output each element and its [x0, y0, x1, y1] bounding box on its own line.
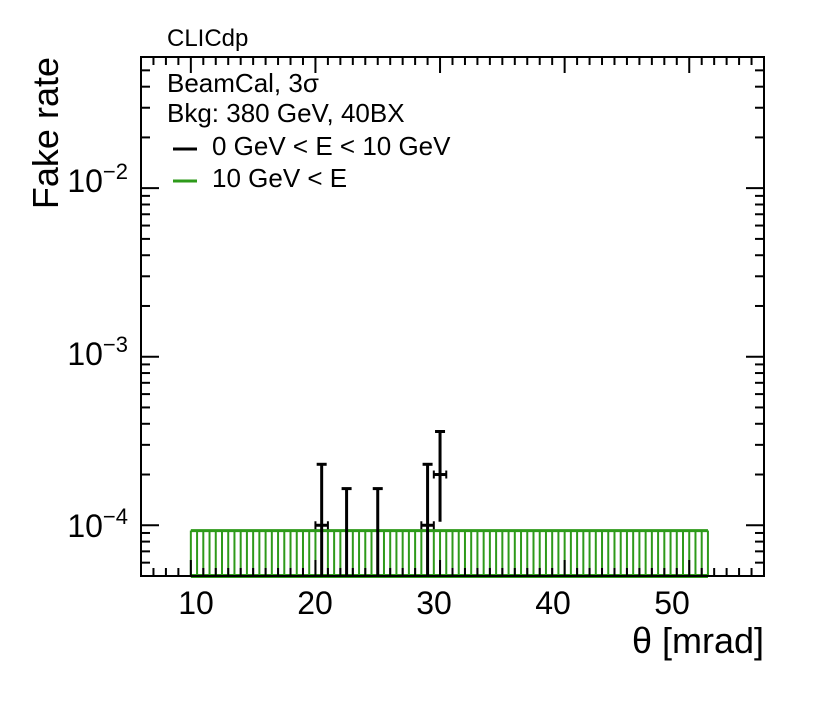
data-point-black [341, 487, 352, 576]
y-axis-label: Fake rate [25, 57, 66, 209]
plot-frame [140, 56, 765, 577]
black-series-layer [314, 429, 448, 576]
y-tick-base: 10 [67, 163, 103, 199]
y-tick-exponent: −4 [103, 504, 128, 529]
x-tick-label-50: 50 [654, 585, 690, 621]
y-tick-exponent: −3 [103, 332, 128, 357]
green-series-layer [189, 529, 709, 578]
y-tick-label-1e-3: 10−3 [67, 332, 128, 372]
y-tick-exponent: −2 [103, 159, 128, 184]
legend-label-green: 10 GeV < E [212, 163, 347, 193]
y-tick-label-1e-2: 10−2 [67, 159, 128, 199]
x-tick-label-30: 30 [416, 585, 452, 621]
y-tick-base: 10 [67, 336, 103, 372]
y-tick-label-1e-4: 10−4 [67, 504, 128, 544]
svg-text:10−4: 10−4 [67, 504, 128, 544]
x-tick-label-10: 10 [178, 585, 214, 621]
annotation-detector: BeamCal, 3σ [167, 68, 319, 98]
x-tick-label-20: 20 [297, 585, 333, 621]
x-axis-label: θ [mrad] [632, 620, 764, 661]
data-point-black [372, 487, 383, 576]
svg-text:10−2: 10−2 [67, 159, 128, 199]
chart-title: CLICdp [167, 25, 248, 52]
data-point-black [432, 429, 448, 522]
x-tick-label-40: 40 [535, 585, 571, 621]
data-point-black [420, 462, 435, 576]
annotation-background: Bkg: 380 GeV, 40BX [167, 98, 405, 128]
data-point-black [314, 462, 329, 576]
svg-text:10−3: 10−3 [67, 332, 128, 372]
axis-ticks [140, 56, 765, 577]
y-tick-base: 10 [67, 508, 103, 544]
legend-label-black: 0 GeV < E < 10 GeV [212, 131, 451, 161]
